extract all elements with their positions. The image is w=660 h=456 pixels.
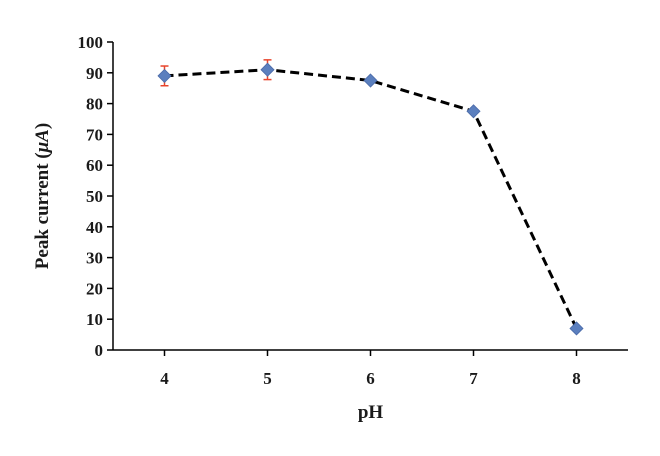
x-axis-title: pH: [358, 402, 384, 423]
data-point-marker: [466, 104, 481, 119]
x-ticks: 4 5 6 7 8: [160, 350, 581, 388]
y-tick-label: 30: [86, 249, 103, 268]
y-tick-label: 80: [86, 95, 103, 114]
y-tick-label: 20: [86, 279, 103, 298]
y-axis-title-suffix: ): [32, 123, 53, 129]
series-line: [164, 68, 578, 330]
y-tick-label: 100: [78, 33, 104, 52]
y-tick-label: 40: [86, 218, 103, 237]
data-point-marker: [260, 62, 275, 77]
x-tick-label: 5: [263, 369, 272, 388]
x-tick-label: 7: [469, 369, 478, 388]
y-axis-title-prefix: Peak current (: [32, 152, 53, 269]
data-point-marker: [569, 321, 584, 336]
data-point-marker: [363, 73, 378, 88]
x-tick-label: 8: [572, 369, 581, 388]
y-ticks: 0 10 20 30 40 50 60 70 80 90 100: [78, 33, 113, 360]
y-tick-label: 70: [86, 125, 103, 144]
x-tick-label: 6: [366, 369, 375, 388]
data-point-marker: [157, 68, 172, 83]
series-layer: [157, 59, 584, 336]
y-tick-label: 90: [86, 64, 103, 83]
x-tick-label: 4: [160, 369, 169, 388]
y-tick-label: 50: [86, 187, 103, 206]
y-tick-label: 10: [86, 310, 103, 329]
axes: [112, 42, 628, 351]
y-tick-label: 60: [86, 156, 103, 175]
y-axis-title: Peak current (μA): [32, 123, 53, 269]
y-tick-label: 0: [95, 341, 104, 360]
y-axis-title-unit: μA: [32, 129, 53, 153]
